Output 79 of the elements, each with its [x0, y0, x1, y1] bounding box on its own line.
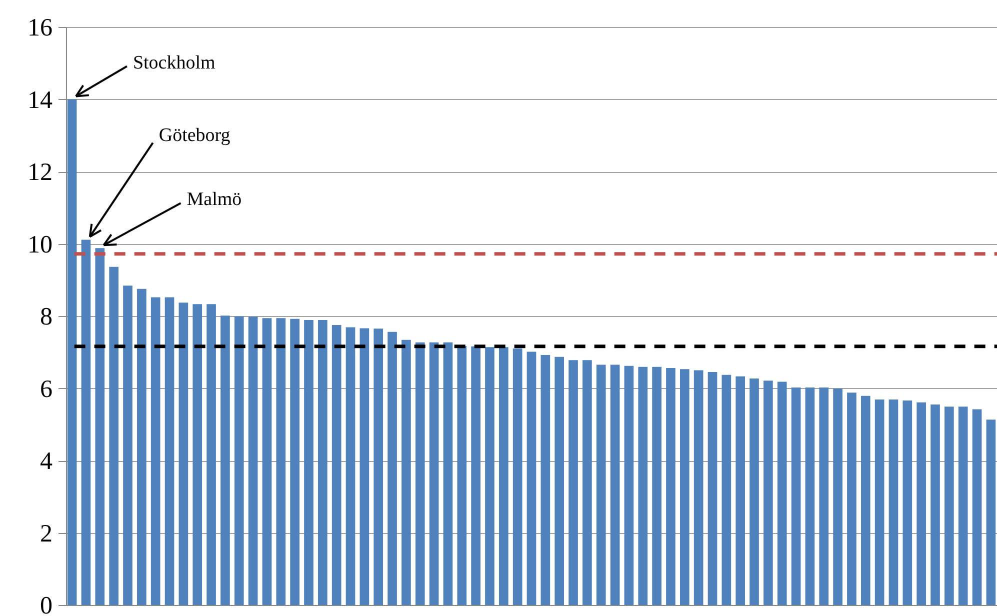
bar — [540, 355, 550, 605]
bar — [888, 399, 898, 605]
bar — [791, 388, 801, 605]
bar — [443, 342, 453, 605]
bar — [554, 356, 564, 605]
bar — [847, 392, 856, 605]
bar — [596, 364, 606, 605]
bar — [610, 364, 620, 605]
bar — [402, 340, 411, 605]
bar — [346, 327, 356, 605]
bar — [582, 360, 592, 605]
bar — [722, 374, 732, 605]
y-tick-label: 6 — [40, 376, 52, 403]
bar — [457, 346, 467, 605]
bar — [332, 325, 342, 605]
bar — [95, 248, 105, 605]
bar — [178, 302, 188, 605]
y-tick-label: 10 — [28, 231, 52, 258]
bar — [123, 286, 132, 605]
bar — [624, 366, 634, 605]
bar — [415, 342, 425, 605]
y-tick-label: 14 — [28, 86, 53, 114]
bar — [902, 400, 912, 605]
bar — [109, 266, 118, 605]
annotation: Stockholm — [132, 52, 216, 74]
bar — [860, 396, 870, 605]
bar — [944, 406, 954, 605]
bar — [206, 304, 216, 605]
y-tick-label: 0 — [40, 592, 52, 616]
bar — [708, 372, 718, 605]
bar — [652, 366, 662, 605]
bar — [276, 318, 286, 605]
y-tick-label: 2 — [40, 520, 52, 548]
annotation: Göteborg — [158, 124, 231, 146]
bar — [930, 404, 940, 605]
bar — [986, 420, 996, 605]
y-tick-label: 8 — [40, 304, 52, 330]
bar — [694, 370, 704, 605]
bar — [526, 352, 536, 605]
bar — [916, 402, 926, 605]
bar — [234, 316, 244, 605]
bar — [67, 99, 77, 605]
bar — [137, 288, 146, 605]
bar — [374, 328, 384, 605]
bar — [736, 376, 745, 605]
bar — [750, 378, 759, 605]
bar — [262, 318, 272, 605]
bar — [972, 409, 982, 605]
bar — [568, 360, 578, 605]
bar — [220, 316, 230, 605]
bar — [388, 332, 397, 605]
bar — [290, 318, 300, 605]
bar — [777, 382, 787, 605]
bar — [192, 304, 202, 605]
bar — [471, 346, 480, 605]
bar — [638, 366, 648, 605]
bar — [805, 388, 815, 605]
bar — [81, 240, 91, 605]
bar — [164, 297, 174, 605]
y-tick-label: 4 — [40, 448, 53, 475]
bar — [485, 347, 494, 605]
bar — [680, 369, 690, 605]
bar — [874, 399, 884, 605]
bar — [833, 388, 842, 605]
bar — [958, 406, 968, 605]
bar — [360, 328, 370, 605]
bar — [764, 380, 773, 605]
bar — [429, 342, 439, 605]
bar — [304, 320, 314, 605]
annotation: Malmö — [186, 189, 242, 210]
bar — [498, 347, 508, 605]
bar — [318, 320, 328, 605]
bar — [819, 388, 829, 605]
y-tick-label: 16 — [28, 14, 52, 42]
bar — [150, 297, 160, 605]
bar — [248, 316, 258, 605]
bar — [666, 368, 676, 605]
y-tick-label: 12 — [28, 159, 52, 186]
bar — [512, 348, 522, 605]
